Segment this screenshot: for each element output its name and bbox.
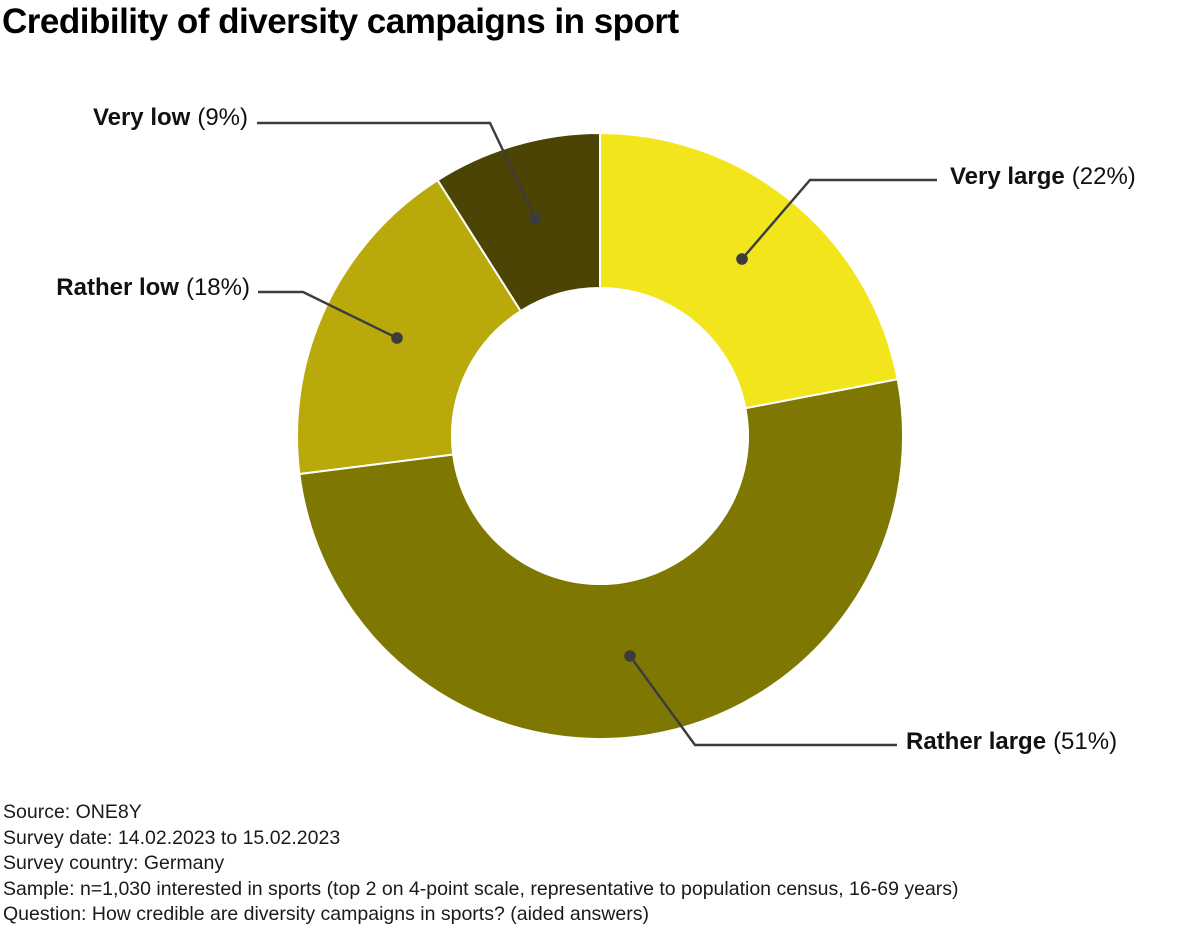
donut-segment-rather-large (298, 378, 905, 741)
chart-title: Credibility of diversity campaigns in sp… (2, 2, 679, 41)
leader-line-rather-low (258, 290, 398, 340)
segment-label-value: (18%) (185, 274, 250, 301)
anchor-dot-very-large (736, 253, 748, 265)
leader-line-rather-large (629, 655, 897, 747)
donut-segment-very-large (599, 132, 899, 410)
segment-label-very-large: Very large (22%) (950, 163, 1136, 190)
segment-label-name: Rather low (56, 274, 179, 301)
footnote-line-sample: Sample: n=1,030 interested in sports (to… (3, 877, 959, 900)
footnote-line-question: Question: How credible are diversity cam… (3, 903, 649, 925)
footnotes: Source: ONE8Y Survey date: 14.02.2023 to… (3, 800, 959, 928)
footnote-line-source: Source: ONE8Y (3, 801, 142, 823)
segment-label-very-low: Very low (9%) (0, 104, 248, 131)
segment-label-name: Very large (950, 163, 1065, 190)
footnote-line-date: Survey date: 14.02.2023 to 15.02.2023 (3, 826, 341, 849)
footnote-line-country: Survey country: Germany (3, 852, 225, 874)
leader-line-very-large (741, 178, 937, 260)
anchor-dot-rather-low (391, 332, 403, 344)
leader-line-very-low (257, 121, 537, 219)
donut-segment-very-low (436, 132, 601, 313)
segment-label-value: (51%) (1053, 728, 1118, 755)
segment-label-rather-large: Rather large (51%) (906, 728, 1117, 755)
donut-segment-rather-low (296, 179, 522, 475)
segment-label-value: (22%) (1071, 163, 1136, 190)
anchor-dot-very-low (529, 212, 541, 224)
anchor-dot-rather-large (624, 650, 636, 662)
segment-label-name: Very low (92, 104, 191, 131)
segment-label-value: (9%) (197, 104, 248, 131)
segment-label-rather-low: Rather low (18%) (0, 274, 250, 301)
segment-label-name: Rather large (906, 728, 1047, 755)
